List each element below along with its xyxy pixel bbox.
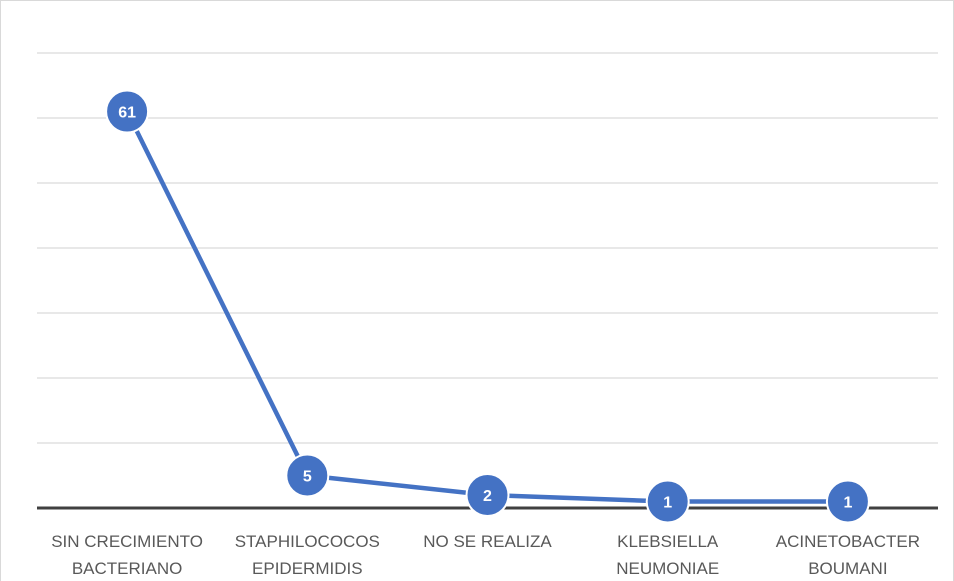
- x-tick-labels: SIN CRECIMIENTO BACTERIANO STAPHILOCOCOS EP…: [51, 532, 920, 578]
- x-tick-label: NO SE REALIZA: [423, 532, 552, 551]
- data-label: 1: [663, 495, 672, 512]
- x-tick-label: ACINETOBACTER BOUMANI: [776, 532, 920, 578]
- data-label: 61: [118, 105, 136, 122]
- data-marker: [105, 89, 150, 134]
- data-label: 1: [843, 495, 852, 512]
- data-label: 2: [483, 488, 492, 505]
- data-label: 5: [303, 469, 312, 486]
- x-tick-label: STAPHILOCOCOS EPIDERMIDIS: [235, 532, 380, 578]
- data-marker: [825, 479, 870, 524]
- data-point: 5: [285, 453, 330, 498]
- data-point: 1: [645, 479, 690, 524]
- data-point: 61: [105, 89, 150, 134]
- data-marker: [645, 479, 690, 524]
- x-tick-label: KLEBSIELLA NEUMONIAE: [616, 532, 719, 578]
- data-marker: [285, 453, 330, 498]
- data-markers: 61 5 2 1 1: [105, 89, 870, 524]
- data-point: 2: [465, 473, 510, 517]
- data-point: 1: [825, 479, 870, 524]
- gridlines: [37, 52, 938, 444]
- data-marker: [465, 473, 510, 517]
- x-tick-label: SIN CRECIMIENTO BACTERIANO: [51, 532, 203, 578]
